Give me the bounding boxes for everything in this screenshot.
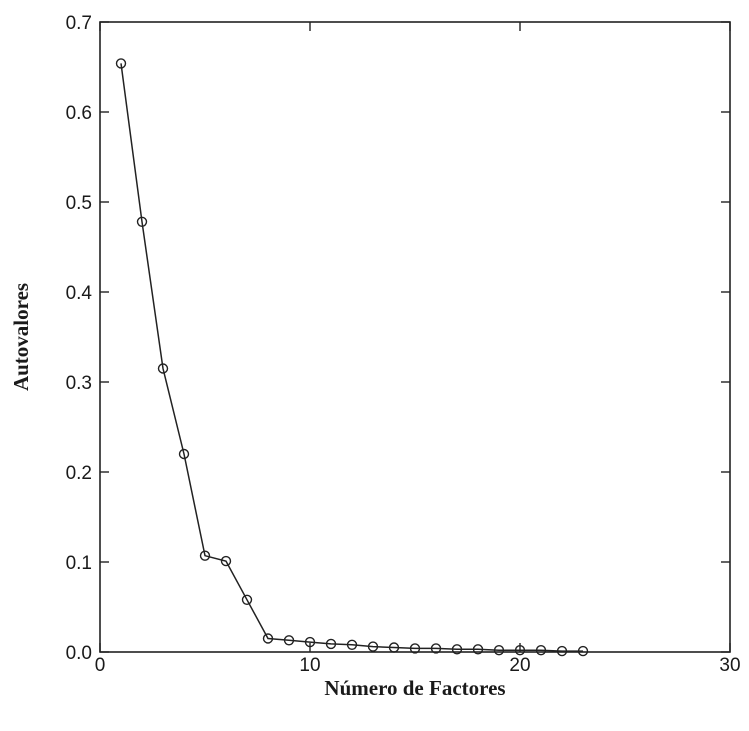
data-point [325,638,337,650]
eigenvalue-points [115,58,589,657]
data-point [157,363,169,374]
eigenvalue-line [120,63,583,652]
data-point [556,645,568,657]
data-point [241,594,253,605]
data-point [451,644,463,655]
y-tick-label: 0.1 [66,553,92,574]
y-tick-label: 0.4 [66,283,93,304]
data-point [535,645,547,656]
data-point [136,216,148,228]
y-tick-label: 0.0 [66,643,92,664]
y-tick-label: 0.7 [66,13,92,34]
y-tick-label: 0.5 [66,193,92,214]
axis-ticks [99,21,731,653]
data-point [304,636,316,648]
y-axis-title: Autovalores [9,283,33,391]
data-point [178,448,190,460]
x-tick-label: 0 [95,655,106,676]
data-point [346,639,358,650]
plot-frame [99,21,731,653]
y-tick-label: 0.2 [66,463,92,484]
y-tick-label: 0.3 [66,373,92,394]
data-point [493,645,505,656]
x-tick-label: 10 [299,655,320,676]
data-point [115,58,127,69]
data-point [388,642,400,653]
data-point [577,645,589,657]
data-point [472,644,484,655]
x-tick-label: 20 [509,655,530,676]
tick-labels: 0 10 20 30 0.0 0.1 0.2 0.3 0.4 0.5 0.6 0.7 [66,13,741,676]
data-point [430,643,442,654]
x-axis-title: Número de Factores [324,676,505,700]
data-point [199,550,211,561]
data-point [283,635,295,646]
y-tick-label: 0.6 [66,103,92,124]
data-point [367,641,379,652]
data-point [262,633,274,644]
x-tick-label: 30 [719,655,740,676]
data-point [220,555,232,567]
data-point [514,645,526,656]
data-point [409,643,421,654]
